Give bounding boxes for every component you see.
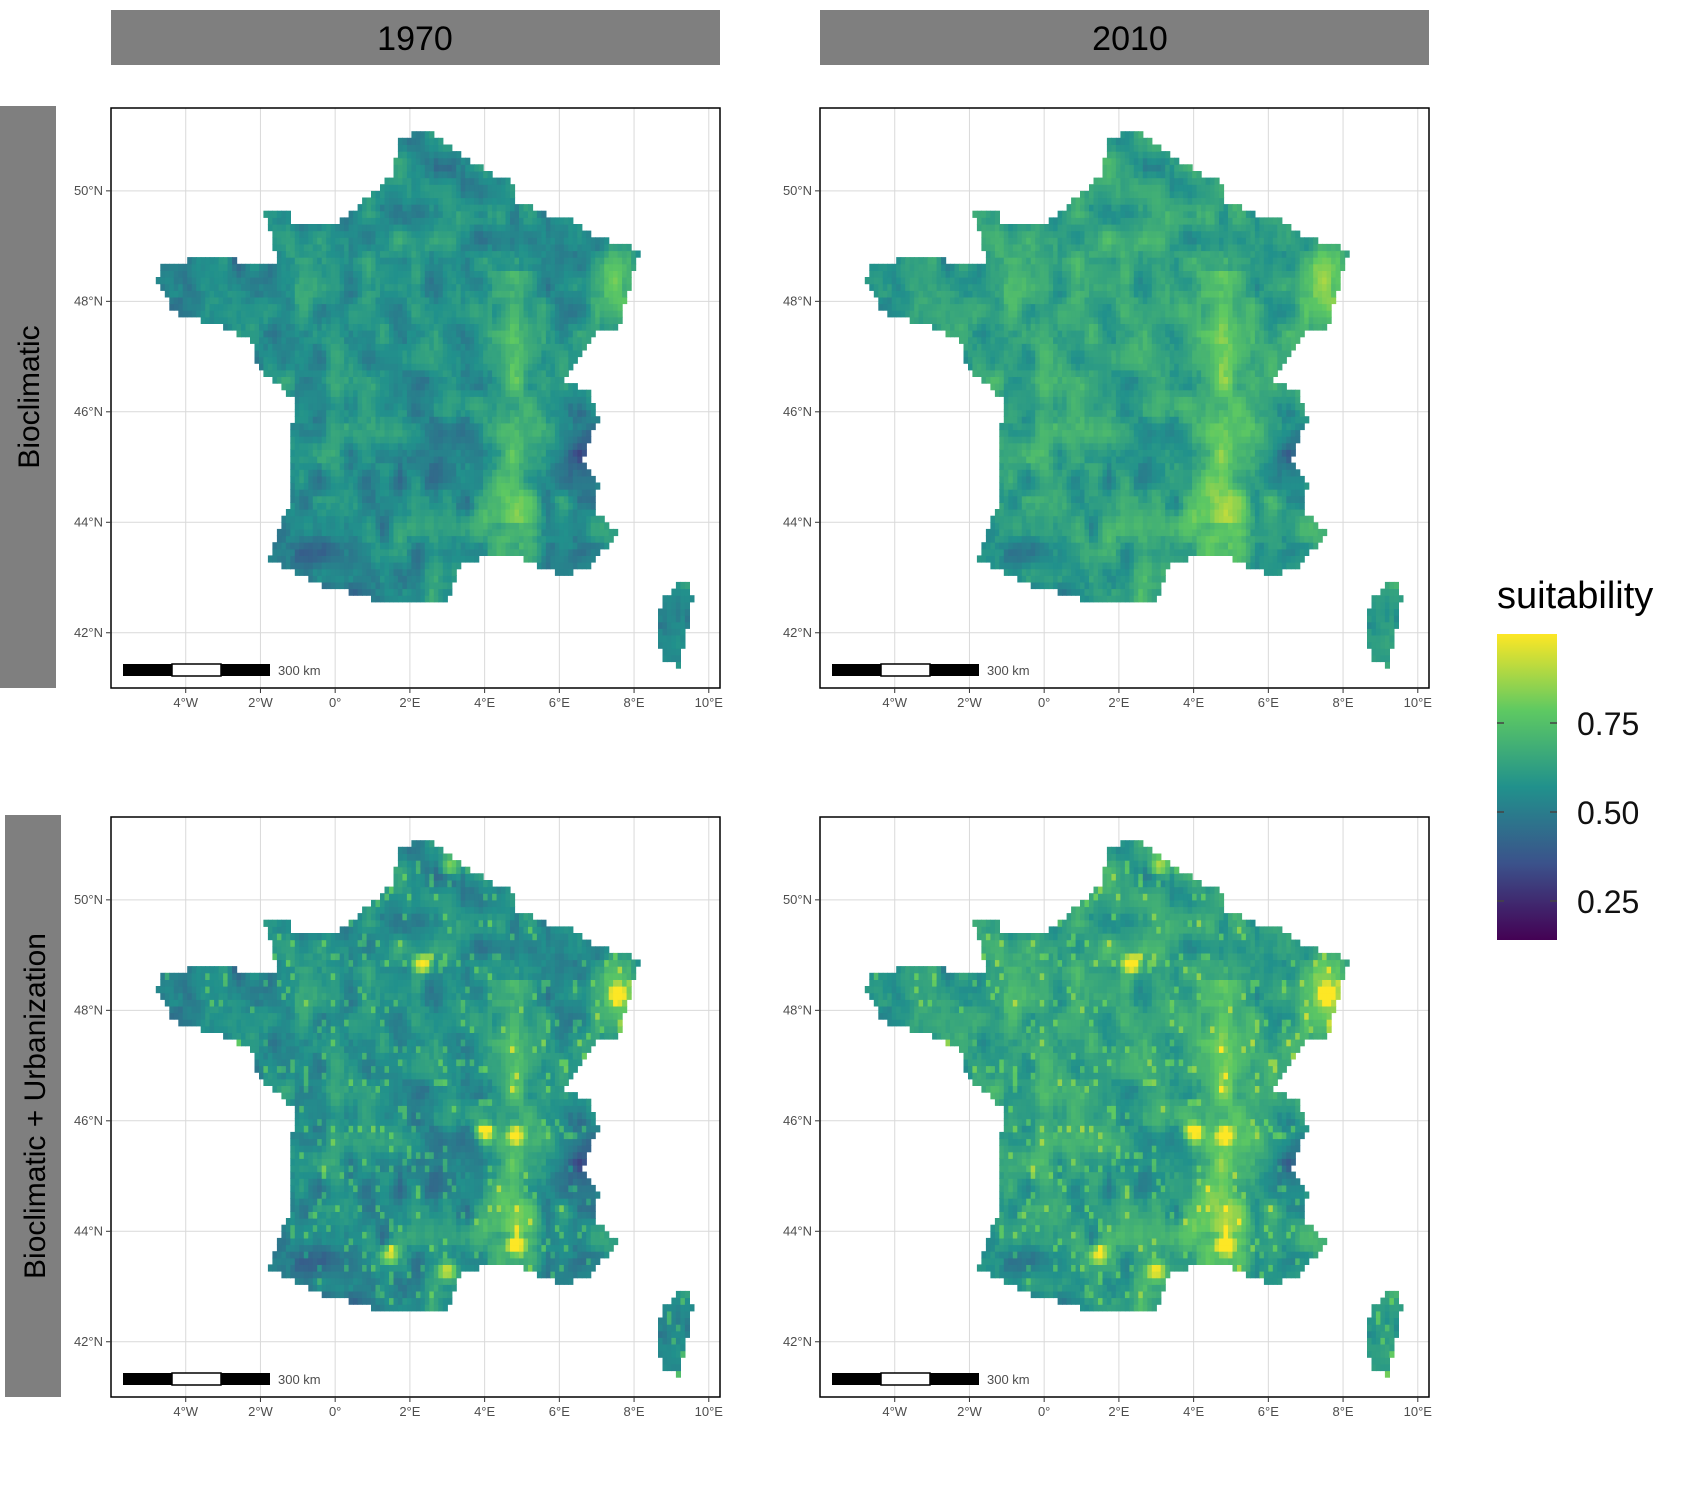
x-tick-label: 2°E [1108,695,1129,710]
x-tick-label: 4°E [474,695,495,710]
x-tick-label: 2°E [399,695,420,710]
y-tick-label: 42°N [74,625,103,640]
column-strip-1970: 1970 [111,10,720,65]
y-tick-label: 42°N [74,1334,103,1349]
legend-tick-label: 0.50 [1577,795,1639,831]
suitability-raster [864,131,1404,669]
x-tick-label: 2°E [399,1404,420,1419]
y-tick-label: 48°N [783,293,812,308]
scale-bar-label: 300 km [987,1372,1030,1387]
x-tick-label: 2°W [248,1404,273,1419]
legend-title: suitability [1497,575,1653,617]
y-tick-label: 42°N [783,625,812,640]
x-tick-label: 8°E [624,1404,645,1419]
legend-tick-label: 0.25 [1577,884,1639,920]
y-tick-label: 48°N [74,293,103,308]
scale-bar: 300 km [832,663,1030,678]
x-tick-label: 4°W [173,1404,198,1419]
scale-bar-label: 300 km [278,1372,321,1387]
y-tick-label: 50°N [783,183,812,198]
row-label-bioclimatic: Bioclimatic [13,325,46,468]
x-tick-label: 6°E [1258,1404,1279,1419]
suitability-raster [864,840,1404,1378]
x-tick-label: 0° [329,695,341,710]
x-tick-label: 2°W [248,695,273,710]
x-tick-label: 6°E [549,695,570,710]
x-tick-label: 4°E [1183,695,1204,710]
map-panel: 4°W 2°W 0° 2°E 4°E 6°E 8°E 10°E 42°N 44°N 46°N 48°N… [783,107,1433,710]
y-tick-label: 46°N [74,404,103,419]
map-panel: 4°W 2°W 0° 2°E 4°E 6°E 8°E 10°E 42°N 44°N 46°N 48°N… [74,816,724,1419]
y-tick-label: 46°N [783,1113,812,1128]
column-label-2010: 2010 [1092,20,1168,58]
map-panel: 4°W 2°W 0° 2°E 4°E 6°E 8°E 10°E 42°N 44°N 46°N 48°N… [783,816,1433,1419]
x-tick-label: 6°E [1258,695,1279,710]
y-tick-label: 50°N [783,892,812,907]
x-tick-label: 0° [1038,1404,1050,1419]
row-strip-bioclimatic-urbanization: Bioclimatic + Urbanization [5,815,61,1397]
x-tick-label: 8°E [624,695,645,710]
scale-bar: 300 km [832,1372,1030,1387]
map-panels: 4°W 2°W 0° 2°E 4°E 6°E 8°E 10°E 42°N 44°N 46°N 48°N… [74,107,1433,1419]
legend: suitability 0.75 0.50 0.25 [1497,575,1653,940]
x-tick-label: 10°E [1404,1404,1433,1419]
x-tick-label: 4°W [173,695,198,710]
map-panel: 4°W 2°W 0° 2°E 4°E 6°E 8°E 10°E 42°N 44°N 46°N 48°N… [74,107,724,710]
y-tick-label: 46°N [74,1113,103,1128]
x-tick-label: 4°E [1183,1404,1204,1419]
x-tick-label: 2°W [957,695,982,710]
x-tick-label: 10°E [695,1404,724,1419]
scale-bar: 300 km [123,1372,321,1387]
scale-bar-label: 300 km [987,663,1030,678]
y-tick-label: 50°N [74,183,103,198]
x-tick-label: 4°W [882,695,907,710]
x-tick-label: 6°E [549,1404,570,1419]
y-tick-label: 50°N [74,892,103,907]
y-tick-label: 44°N [74,514,103,529]
y-tick-label: 48°N [74,1002,103,1017]
x-tick-label: 8°E [1333,1404,1354,1419]
column-strip-2010: 2010 [820,10,1429,65]
x-tick-label: 8°E [1333,695,1354,710]
row-label-bioclimatic-urbanization: Bioclimatic + Urbanization [19,933,52,1279]
y-tick-label: 44°N [74,1223,103,1238]
suitability-raster [155,131,695,669]
column-label-1970: 1970 [377,20,453,58]
row-strip-bioclimatic: Bioclimatic [0,106,56,688]
x-tick-label: 0° [329,1404,341,1419]
y-tick-label: 42°N [783,1334,812,1349]
legend-colorbar [1497,634,1557,940]
scale-bar-label: 300 km [278,663,321,678]
x-tick-label: 2°E [1108,1404,1129,1419]
x-tick-label: 4°W [882,1404,907,1419]
x-tick-label: 2°W [957,1404,982,1419]
scale-bar: 300 km [123,663,321,678]
y-tick-label: 48°N [783,1002,812,1017]
x-tick-label: 10°E [1404,695,1433,710]
x-tick-label: 10°E [695,695,724,710]
suitability-raster [155,840,695,1378]
y-tick-label: 44°N [783,1223,812,1238]
x-tick-label: 4°E [474,1404,495,1419]
y-tick-label: 44°N [783,514,812,529]
x-tick-label: 0° [1038,695,1050,710]
y-tick-label: 46°N [783,404,812,419]
legend-tick-label: 0.75 [1577,706,1639,742]
